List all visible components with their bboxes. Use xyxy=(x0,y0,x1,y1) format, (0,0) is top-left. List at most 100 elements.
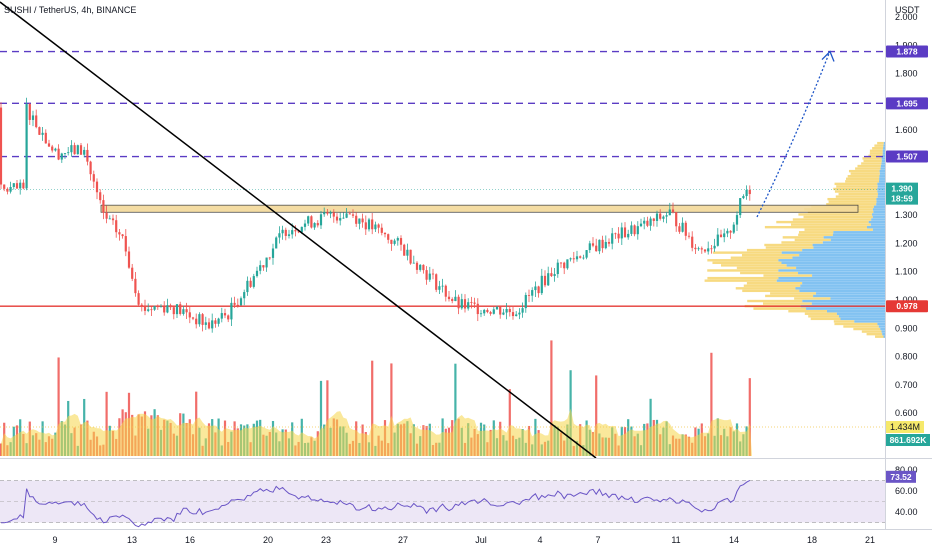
tag-rsi-bg xyxy=(886,470,916,483)
candle-body xyxy=(54,148,57,151)
volume-bar xyxy=(508,389,511,456)
candle-body xyxy=(355,215,358,224)
profile-bar-sell xyxy=(816,292,885,295)
profile-bar-buy xyxy=(877,141,884,145)
candle-body xyxy=(399,238,403,245)
candle-body xyxy=(521,308,524,313)
profile-bar-sell xyxy=(883,147,885,150)
profile-bar-sell xyxy=(879,177,885,180)
candle-body xyxy=(201,314,204,325)
candle-body xyxy=(12,183,15,187)
candle-body xyxy=(383,232,387,235)
candle-body xyxy=(255,270,259,277)
profile-bar-buy xyxy=(833,320,855,323)
candles xyxy=(0,97,751,333)
candle-body xyxy=(140,304,143,307)
candle-body xyxy=(191,317,195,319)
candle-body xyxy=(598,239,601,252)
profile-bar-sell xyxy=(781,261,885,265)
profile-bar-buy xyxy=(746,282,803,285)
candle-body xyxy=(271,248,275,258)
candle-body xyxy=(185,309,188,313)
candle-body xyxy=(287,234,291,236)
candle-body xyxy=(22,182,25,189)
projection-arrow-head xyxy=(821,50,835,62)
candle-body xyxy=(262,265,265,268)
profile-bar-sell xyxy=(838,315,885,318)
profile-bar-buy xyxy=(834,182,878,186)
profile-bar-buy xyxy=(707,259,779,262)
candle-body xyxy=(60,153,63,160)
candle-body xyxy=(102,200,105,213)
profile-bar-buy xyxy=(765,246,814,249)
candle-body xyxy=(380,227,383,233)
profile-bar-buy xyxy=(753,307,807,310)
profile-bar-buy xyxy=(838,192,879,196)
rsi-tick-label: 40.00 xyxy=(895,507,918,517)
candle-body xyxy=(137,293,140,305)
profile-bar-sell xyxy=(802,248,885,252)
profile-bar-sell xyxy=(878,192,885,196)
volume-bar xyxy=(595,375,598,456)
profile-bar-buy xyxy=(834,322,878,326)
candle-body xyxy=(329,212,332,214)
candle-body xyxy=(99,192,102,201)
rsi-tick-label: 60.00 xyxy=(895,486,918,496)
profile-bar-buy xyxy=(735,287,796,290)
profile-bar-buy xyxy=(848,169,880,173)
candle-body xyxy=(652,218,655,221)
candle-body xyxy=(156,306,159,308)
price-tick-label: 0.700 xyxy=(895,380,918,390)
profile-bar-buy xyxy=(712,251,782,254)
profile-bar-buy xyxy=(834,190,878,193)
candle-body xyxy=(540,275,543,294)
candle-body xyxy=(748,189,751,195)
candle-body xyxy=(246,280,249,293)
profile-bar-buy xyxy=(776,220,869,224)
candle-body xyxy=(707,248,710,252)
time-tick-label: 20 xyxy=(263,535,273,545)
candle-body xyxy=(745,189,748,197)
candle-body xyxy=(121,234,124,237)
price-tick-label: 1.100 xyxy=(895,267,918,277)
profile-bar-sell xyxy=(840,317,885,321)
profile-bar-buy xyxy=(742,289,800,293)
tag-current-bg xyxy=(886,182,918,205)
time-tick-label: 9 xyxy=(52,535,57,545)
candle-body xyxy=(179,304,182,314)
candle-body xyxy=(51,146,54,151)
candle-body xyxy=(563,262,566,269)
profile-bar-sell xyxy=(883,144,885,147)
candle-body xyxy=(83,149,86,155)
volume-bar xyxy=(319,380,323,456)
profile-bar-sell xyxy=(881,162,885,165)
candle-body xyxy=(681,222,684,232)
candle-body xyxy=(611,233,614,244)
candle-body xyxy=(207,322,211,329)
profile-bar-sell xyxy=(872,213,885,216)
rsi-panel xyxy=(0,479,885,528)
candle-body xyxy=(342,217,345,219)
price-tick-label: 1.300 xyxy=(895,210,918,220)
profile-bar-buy xyxy=(874,144,884,147)
profile-bar-buy xyxy=(850,172,880,175)
candle-body xyxy=(182,309,185,314)
profile-bar-buy xyxy=(846,177,880,180)
candle-body xyxy=(441,285,444,287)
candle-body xyxy=(620,227,623,239)
tag-volume-ma: 1.434M xyxy=(890,422,920,432)
candle-body xyxy=(86,149,89,162)
candle-body xyxy=(172,307,175,315)
profile-bar-buy xyxy=(720,264,787,267)
time-tick-label: 23 xyxy=(321,535,331,545)
candle-body xyxy=(76,145,79,155)
profile-bar-buy xyxy=(730,256,793,259)
candle-body xyxy=(143,306,147,311)
time-tick-label: 27 xyxy=(398,535,408,545)
candle-body xyxy=(73,145,76,155)
candle-body xyxy=(607,241,611,244)
profile-bar-buy xyxy=(788,310,827,313)
candle-body xyxy=(556,262,559,275)
volume-bar xyxy=(550,340,553,456)
